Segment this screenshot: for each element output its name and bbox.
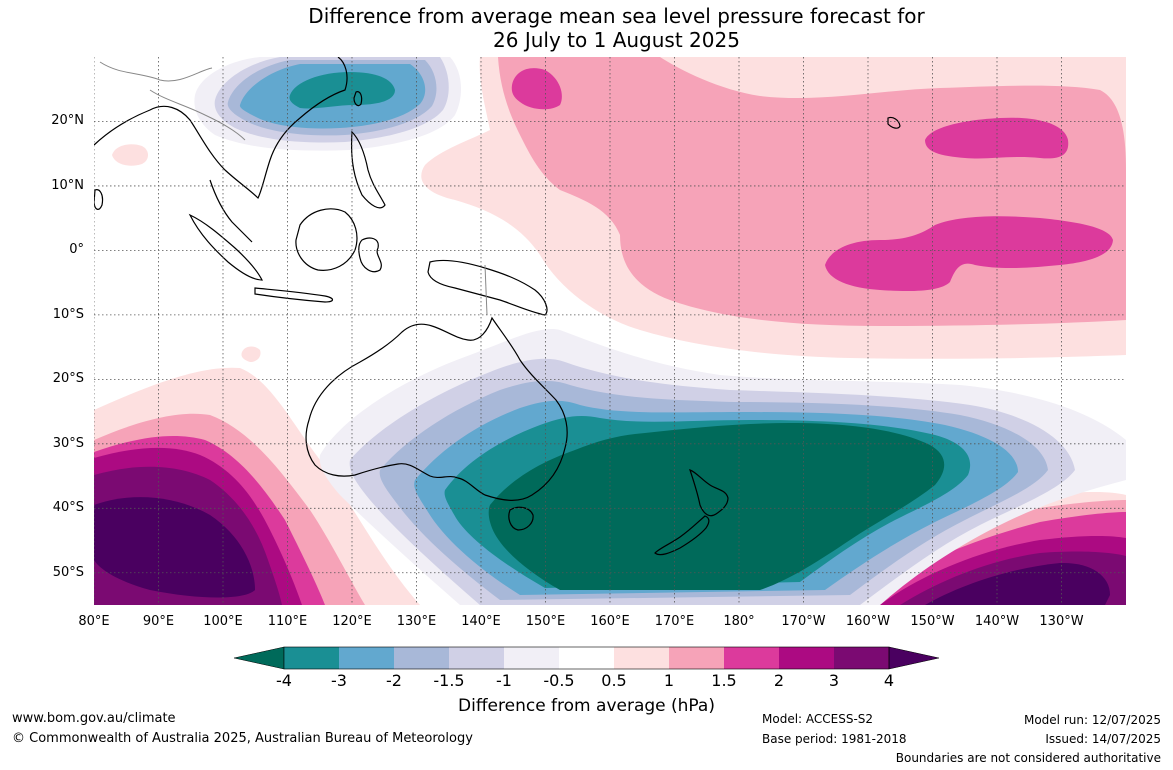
colorbar-tick-label: 2	[773, 671, 785, 690]
longitude-label: 140°E	[461, 614, 501, 629]
hawaii-outline	[887, 116, 901, 129]
taiwan-outline	[353, 91, 363, 107]
footer-base-period: Base period: 1981-2018	[762, 732, 907, 746]
longitude-label: 180°	[723, 614, 755, 629]
footer-model: Model: ACCESS-S2	[762, 712, 874, 726]
footer-issued: Issued: 14/07/2025	[1045, 732, 1161, 746]
latitude-label: 30°S	[52, 435, 84, 451]
colorbar-tick-label: -1	[496, 671, 512, 690]
country-borders	[99, 61, 488, 316]
colorbar-tick-label: 4	[883, 671, 895, 690]
title-line-1: Difference from average mean sea level p…	[308, 4, 925, 28]
colorbar-tick-label: 3	[828, 671, 840, 690]
sumatra-outline	[188, 213, 263, 281]
longitude-label: 130°E	[396, 614, 437, 629]
title-line-2: 26 July to 1 August 2025	[493, 28, 740, 52]
latitude-label: 20°N	[51, 113, 84, 129]
border-line-3	[484, 264, 488, 316]
latitude-label: 0°	[69, 242, 84, 258]
anomaly-contours	[94, 57, 1126, 605]
contour-nlow-m3	[289, 72, 395, 109]
colorbar-segment	[669, 647, 725, 669]
contour-npac-1p5-nw	[511, 68, 562, 110]
nz-south-outline	[654, 515, 710, 556]
australia-outline	[305, 316, 568, 501]
contour-io-patch-1	[112, 144, 148, 166]
colorbar-segment	[834, 647, 890, 669]
contour-se-4	[925, 562, 1110, 605]
colorbar-segment	[339, 647, 395, 669]
latitude-label: 20°S	[52, 371, 84, 387]
latitude-label: 10°S	[52, 306, 84, 322]
longitude-label: 150°W	[910, 614, 955, 629]
colorbar-tick-label: -4	[276, 671, 292, 690]
colorbar-segment	[724, 647, 780, 669]
colorbar-arrow-high	[888, 646, 940, 670]
footer-copyright: © Commonwealth of Australia 2025, Austra…	[12, 731, 473, 746]
colorbar-tick-label: 1.5	[711, 671, 737, 690]
border-line-2	[149, 89, 246, 141]
colorbar-tick-label: 0.5	[601, 671, 627, 690]
colorbar	[233, 646, 940, 670]
colorbar-tick-label: 1	[663, 671, 675, 690]
colorbar-tick-label: -2	[386, 671, 402, 690]
longitude-label: 140°W	[974, 614, 1020, 629]
latitude-label: 50°S	[52, 564, 84, 580]
philippines-outline	[350, 130, 386, 209]
colorbar-segment	[504, 647, 560, 669]
longitude-label: 130°W	[1039, 614, 1084, 629]
colorbar-tick-label: -0.5	[543, 671, 575, 690]
longitude-label: 170°W	[781, 614, 826, 629]
chart-title: Difference from average mean sea level p…	[0, 4, 1173, 52]
java-outline	[254, 287, 334, 303]
border-line-1	[99, 61, 213, 82]
sulawesi-outline	[358, 237, 382, 273]
colorbar-arrow-low	[233, 646, 285, 670]
longitude-label: 90°E	[142, 614, 175, 629]
sri-lanka-outline	[94, 189, 104, 210]
contour-io-patch-2	[241, 346, 261, 362]
tasmania-outline	[508, 506, 534, 531]
colorbar-segment	[779, 647, 835, 669]
longitude-label: 100°E	[203, 614, 243, 629]
nz-north-outline	[689, 469, 729, 517]
colorbar-segment	[614, 647, 670, 669]
longitude-label: 150°E	[525, 614, 566, 629]
colorbar-segment	[284, 647, 340, 669]
footer-model-run: Model run: 12/07/2025	[1023, 713, 1161, 727]
longitude-label: 160°W	[845, 614, 891, 629]
colorbar-segment	[449, 647, 505, 669]
footer-disclaimer: Boundaries are not considered authoritat…	[895, 751, 1161, 765]
contour-npac-1p5-eq	[825, 216, 1113, 292]
graticule	[94, 57, 1126, 605]
asia-mainland-outline	[94, 57, 348, 200]
longitude-label: 160°E	[590, 614, 630, 629]
contour-tasman-m4	[488, 423, 945, 590]
longitude-label: 80°E	[78, 614, 110, 629]
longitude-label: 120°E	[332, 614, 372, 629]
footer-url: www.bom.gov.au/climate	[12, 711, 176, 726]
colorbar-segment	[394, 647, 450, 669]
latitude-label: 10°N	[51, 177, 84, 193]
colorbar-tick-label: -1.5	[433, 671, 465, 690]
longitude-label: 110°E	[267, 614, 308, 629]
malay-peninsula-outline	[209, 179, 253, 243]
colorbar-segment	[559, 647, 615, 669]
colorbar-tick-label: -3	[331, 671, 347, 690]
latitude-label: 40°S	[52, 500, 84, 516]
colorbar-outline	[283, 646, 890, 670]
longitude-label: 170°E	[654, 614, 695, 629]
colorbar-title: Difference from average (hPa)	[458, 696, 715, 716]
